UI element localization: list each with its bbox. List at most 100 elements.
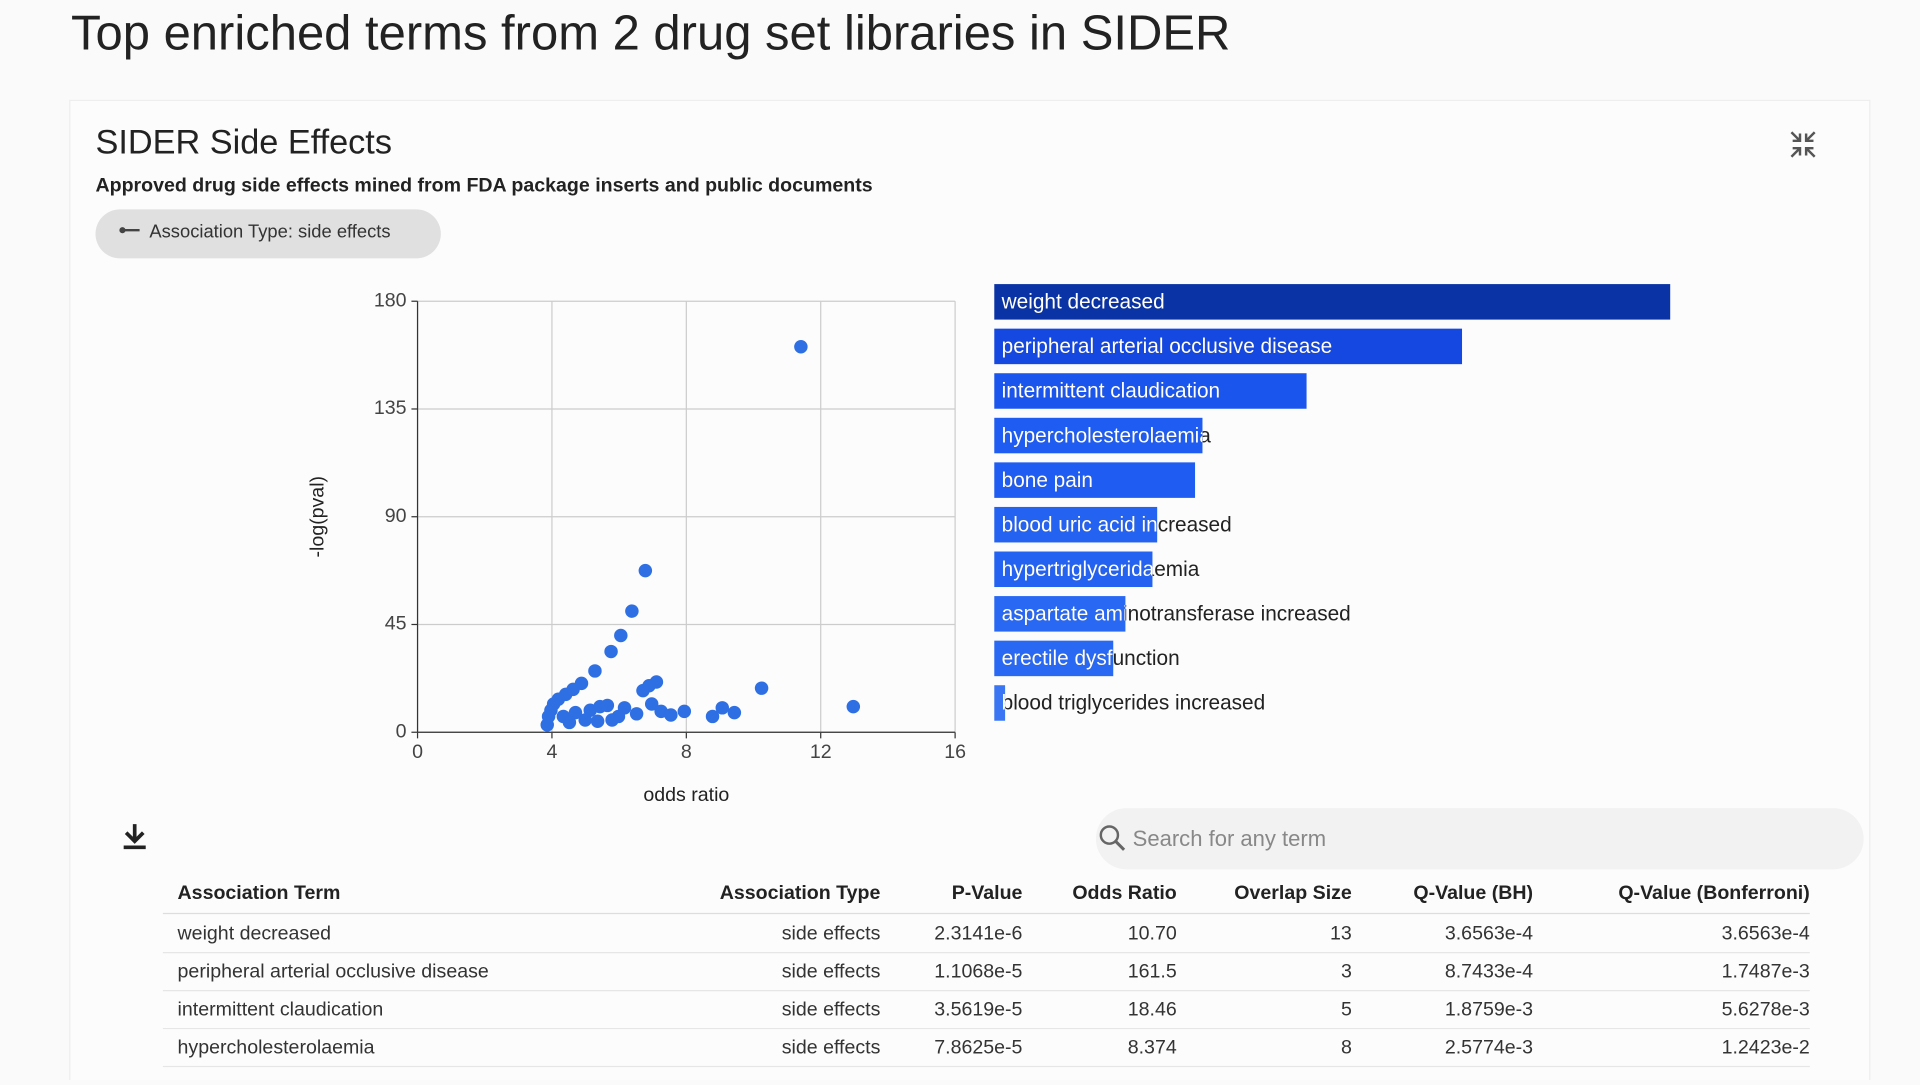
- bar-label: intermittent claudication: [1002, 380, 1220, 403]
- x-tick-label: 0: [412, 741, 423, 763]
- point: [600, 698, 615, 713]
- search-box[interactable]: [1095, 808, 1864, 870]
- table-cell: 10.70: [1128, 922, 1177, 944]
- point: [629, 707, 644, 721]
- bar-label: aspartate aminotransferase increased: [1002, 603, 1351, 626]
- point: [846, 699, 861, 714]
- bar-label: bone pain: [1002, 469, 1093, 492]
- point: [727, 705, 742, 720]
- table-header: Association Type: [720, 882, 881, 904]
- bar: [994, 462, 1196, 498]
- table-cell: 3: [1341, 960, 1352, 982]
- bar-label-inner: aspartate aminotransferase increased: [1002, 603, 1351, 626]
- search-placeholder[interactable]: Search for any term: [1133, 826, 1326, 851]
- table-cell: 1.1068e-5: [934, 960, 1022, 982]
- bar-label-inner: peripheral arterial occlusive disease: [1002, 335, 1333, 358]
- bar-label: peripheral arterial occlusive disease: [1002, 335, 1333, 358]
- search-icon: [1099, 825, 1120, 845]
- table-cell: 7.8625e-5: [934, 1036, 1022, 1058]
- bar-label: hypercholesterolaemia: [1002, 424, 1212, 447]
- point: [705, 709, 720, 724]
- table-cell: 8: [1341, 1036, 1352, 1058]
- point: [649, 675, 664, 689]
- collapse-icon[interactable]: [1790, 131, 1816, 158]
- y-axis-label: -log(pval): [307, 476, 329, 558]
- x-axis-label: odds ratio: [643, 784, 729, 806]
- point: [794, 339, 808, 354]
- bar-label-inner: hypercholesterolaemia: [1002, 424, 1212, 447]
- point: [625, 604, 639, 618]
- point: [588, 664, 602, 678]
- table-header: Q-Value (Bonferroni): [1618, 882, 1809, 904]
- table-header: Association Term: [178, 882, 341, 904]
- table-cell: 8.374: [1128, 1036, 1177, 1058]
- table-cell: side effects: [782, 998, 881, 1020]
- table-header: Q-Value (BH): [1413, 882, 1533, 904]
- table-cell: 3.5619e-5: [934, 998, 1022, 1020]
- point: [590, 714, 605, 728]
- bar: [994, 596, 1126, 632]
- table-cell: 13: [1330, 922, 1352, 944]
- x-tick-label: 4: [546, 741, 557, 763]
- point: [677, 704, 692, 719]
- download-button[interactable]: [123, 824, 146, 850]
- table-cell: side effects: [782, 960, 881, 982]
- point: [754, 681, 769, 695]
- bar-label-inner: blood uric acid increased: [1002, 513, 1232, 536]
- y-tick-label: 135: [374, 397, 407, 419]
- filter-chip[interactable]: [95, 209, 441, 259]
- table-cell: 1.2423e-2: [1722, 1036, 1810, 1058]
- table-cell: peripheral arterial occlusive disease: [178, 960, 489, 982]
- bar-label-inner: hypertriglyceridaemia: [1002, 558, 1200, 581]
- table-cell: side effects: [782, 1036, 881, 1058]
- table-cell: 1.7487e-3: [1722, 960, 1810, 982]
- card-title: SIDER Side Effects: [96, 124, 392, 162]
- search-icon-handle: [1114, 840, 1126, 851]
- table-header: P-Value: [952, 882, 1023, 904]
- y-tick-label: 0: [396, 720, 407, 742]
- bar: [994, 640, 1114, 677]
- bar-label: erectile dysfunction: [1002, 647, 1180, 670]
- table-cell: 5: [1341, 998, 1352, 1020]
- bar-label-inner: bone pain: [1002, 469, 1093, 492]
- bar-label: hypertriglyceridaemia: [1002, 558, 1200, 581]
- point: [617, 701, 632, 715]
- table-cell: 18.46: [1128, 998, 1177, 1020]
- point: [715, 701, 730, 715]
- bar-label-inner: erectile dysfunction: [1002, 647, 1180, 670]
- chip-label: Association Type: side effects: [149, 220, 390, 241]
- table-cell: side effects: [782, 922, 881, 944]
- bar-label-inner: intermittent claudication: [1002, 380, 1220, 403]
- bar: [994, 685, 1006, 721]
- table-cell: hypercholesterolaemia: [178, 1036, 375, 1058]
- bar-label-inner: weight decreased: [1001, 291, 1165, 314]
- page-title: Top enriched terms from 2 drug set libra…: [71, 7, 1230, 61]
- point: [614, 628, 628, 643]
- table-cell: 161.5: [1128, 960, 1177, 982]
- table-cell: 1.8759e-3: [1445, 998, 1533, 1020]
- x-tick-label: 12: [810, 741, 832, 763]
- point: [568, 705, 583, 720]
- y-tick-label: 90: [385, 505, 407, 527]
- bar: [994, 506, 1158, 543]
- x-tick-label: 16: [944, 741, 966, 763]
- point: [540, 718, 554, 732]
- card-subtitle: Approved drug side effects mined from FD…: [96, 174, 873, 196]
- table-cell: 3.6563e-4: [1445, 922, 1533, 944]
- bar: [994, 328, 1463, 365]
- bar: [994, 551, 1153, 588]
- point: [664, 708, 678, 722]
- table-cell: 2.5774e-3: [1445, 1036, 1533, 1058]
- bar: [994, 373, 1307, 409]
- bar-label: weight decreased: [1001, 291, 1165, 314]
- y-tick-label: 180: [374, 289, 407, 311]
- table-cell: weight decreased: [177, 922, 331, 944]
- bar-label-inner: blood triglycerides increased: [1002, 692, 1266, 715]
- point: [578, 713, 592, 727]
- table-cell: 3.6563e-4: [1722, 922, 1810, 944]
- table-cell: 5.6278e-3: [1722, 998, 1810, 1020]
- point: [604, 644, 618, 659]
- point: [605, 713, 619, 727]
- x-tick-label: 8: [681, 741, 692, 763]
